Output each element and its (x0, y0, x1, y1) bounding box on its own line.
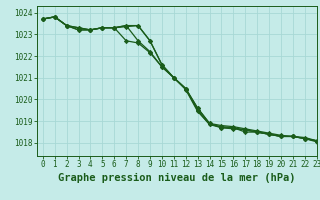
X-axis label: Graphe pression niveau de la mer (hPa): Graphe pression niveau de la mer (hPa) (58, 173, 296, 183)
